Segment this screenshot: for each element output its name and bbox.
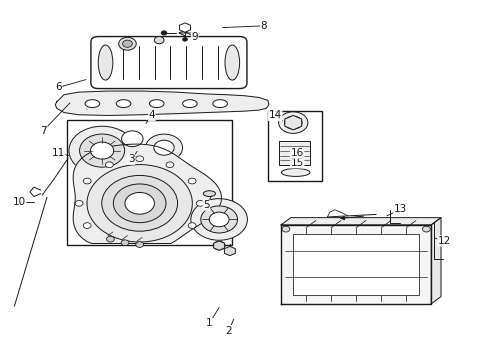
- Circle shape: [75, 201, 83, 206]
- Circle shape: [124, 193, 154, 214]
- Ellipse shape: [182, 100, 197, 108]
- Circle shape: [87, 165, 192, 242]
- Circle shape: [188, 178, 196, 184]
- Ellipse shape: [281, 168, 309, 176]
- Circle shape: [102, 175, 177, 231]
- Polygon shape: [281, 218, 440, 225]
- Text: 15: 15: [290, 158, 303, 168]
- Circle shape: [69, 126, 135, 175]
- Text: 10: 10: [13, 197, 26, 207]
- Text: 2: 2: [225, 325, 232, 336]
- Circle shape: [154, 140, 174, 155]
- Bar: [293, 234, 418, 295]
- Polygon shape: [55, 91, 268, 116]
- Circle shape: [136, 156, 143, 162]
- Circle shape: [201, 206, 237, 233]
- FancyBboxPatch shape: [91, 37, 246, 89]
- Bar: [267, 111, 321, 181]
- Circle shape: [422, 226, 429, 232]
- Circle shape: [83, 223, 91, 229]
- Circle shape: [196, 201, 203, 206]
- Text: 14: 14: [268, 111, 281, 121]
- Circle shape: [106, 236, 114, 242]
- Bar: [66, 121, 232, 245]
- Circle shape: [90, 142, 114, 159]
- Circle shape: [122, 40, 132, 47]
- Circle shape: [119, 37, 136, 50]
- Polygon shape: [73, 144, 221, 243]
- Circle shape: [209, 212, 228, 227]
- Ellipse shape: [224, 45, 239, 80]
- Text: 5: 5: [203, 200, 209, 210]
- Circle shape: [182, 38, 187, 41]
- Bar: [278, 141, 310, 165]
- Circle shape: [154, 37, 163, 44]
- Circle shape: [122, 131, 143, 147]
- Circle shape: [282, 226, 289, 232]
- Text: 11: 11: [52, 148, 65, 158]
- Text: 4: 4: [148, 111, 155, 121]
- Text: 12: 12: [437, 236, 450, 246]
- Circle shape: [278, 112, 307, 134]
- Circle shape: [190, 199, 247, 240]
- Text: 8: 8: [260, 21, 267, 31]
- Circle shape: [113, 184, 165, 223]
- Text: 6: 6: [55, 82, 61, 93]
- Circle shape: [136, 242, 143, 247]
- Text: 9: 9: [191, 32, 198, 42]
- Ellipse shape: [98, 45, 113, 80]
- Circle shape: [145, 134, 182, 161]
- Text: 3: 3: [128, 154, 134, 164]
- Circle shape: [166, 162, 174, 168]
- Ellipse shape: [212, 100, 227, 108]
- Circle shape: [121, 240, 129, 246]
- Text: 1: 1: [205, 319, 212, 328]
- Circle shape: [161, 31, 166, 35]
- Circle shape: [213, 241, 224, 250]
- Ellipse shape: [203, 191, 215, 197]
- Circle shape: [80, 134, 124, 167]
- Circle shape: [105, 162, 113, 168]
- Circle shape: [188, 223, 196, 229]
- Polygon shape: [281, 225, 430, 304]
- Ellipse shape: [149, 100, 163, 108]
- Polygon shape: [430, 218, 440, 304]
- Circle shape: [284, 116, 302, 129]
- Ellipse shape: [116, 100, 131, 108]
- Text: 13: 13: [393, 204, 407, 215]
- Circle shape: [83, 178, 91, 184]
- Text: 7: 7: [40, 126, 47, 135]
- Ellipse shape: [85, 100, 100, 108]
- Text: 16: 16: [290, 148, 303, 158]
